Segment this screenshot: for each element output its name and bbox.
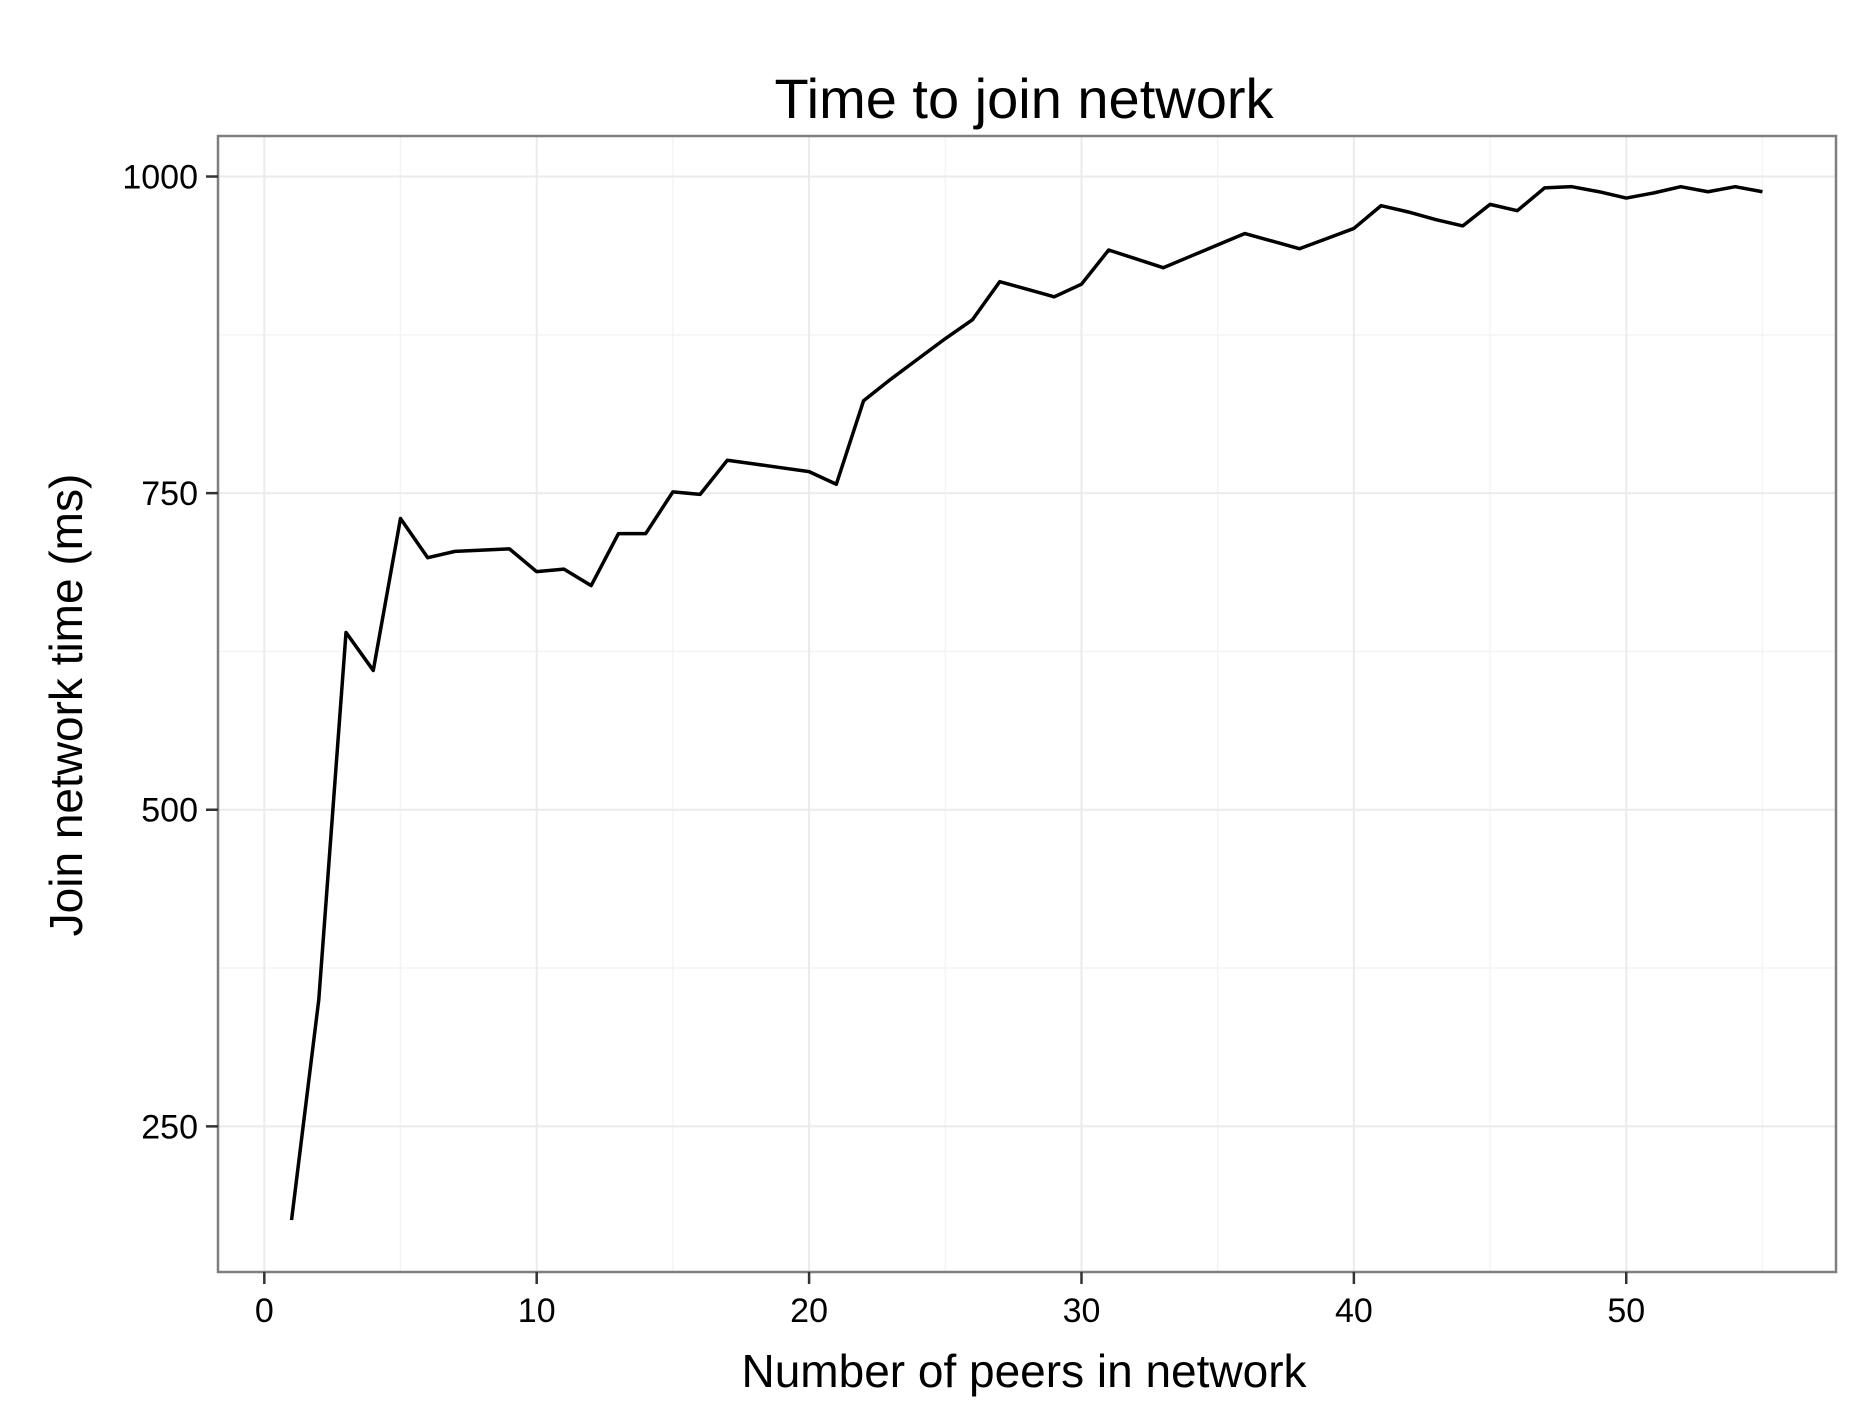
x-tick-label: 30 (1063, 1292, 1101, 1330)
x-axis: 0 10 20 30 40 50 (255, 1272, 1645, 1330)
x-tick-label: 20 (790, 1292, 828, 1330)
series-layer (289, 184, 1763, 1221)
plot-panel-border (216, 134, 1838, 1274)
y-tick-label: 750 (141, 475, 198, 513)
y-axis-title: Join network time (ms) (40, 474, 92, 937)
chart-title: Time to join network (775, 67, 1275, 130)
y-tick-label: 500 (141, 792, 198, 830)
y-tick-label: 1000 (122, 159, 198, 197)
x-tick-label: 40 (1335, 1292, 1373, 1330)
y-axis: 250 500 750 1000 (122, 159, 218, 1146)
x-axis-title: Number of peers in network (741, 1345, 1307, 1397)
y-tick-label: 250 (141, 1108, 198, 1146)
series-line (289, 184, 1763, 1221)
x-tick-label: 50 (1607, 1292, 1645, 1330)
x-tick-label: 0 (255, 1292, 274, 1330)
x-tick-label: 10 (518, 1292, 556, 1330)
grid (218, 136, 1836, 1272)
